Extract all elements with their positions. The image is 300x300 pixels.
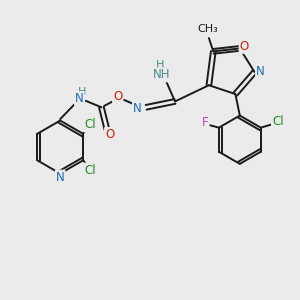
Text: H: H — [78, 87, 86, 97]
Text: N: N — [133, 102, 142, 115]
Text: H: H — [156, 60, 164, 70]
Text: N: N — [56, 171, 64, 184]
Text: F: F — [202, 116, 208, 129]
Text: NH: NH — [153, 68, 170, 81]
Text: Cl: Cl — [84, 118, 96, 131]
Text: CH₃: CH₃ — [197, 24, 218, 34]
Text: Cl: Cl — [272, 115, 284, 128]
Text: Cl: Cl — [84, 164, 96, 176]
Text: O: O — [113, 91, 122, 103]
Text: O: O — [240, 40, 249, 53]
Text: O: O — [105, 128, 114, 141]
Text: N: N — [256, 65, 265, 79]
Text: N: N — [75, 92, 84, 105]
